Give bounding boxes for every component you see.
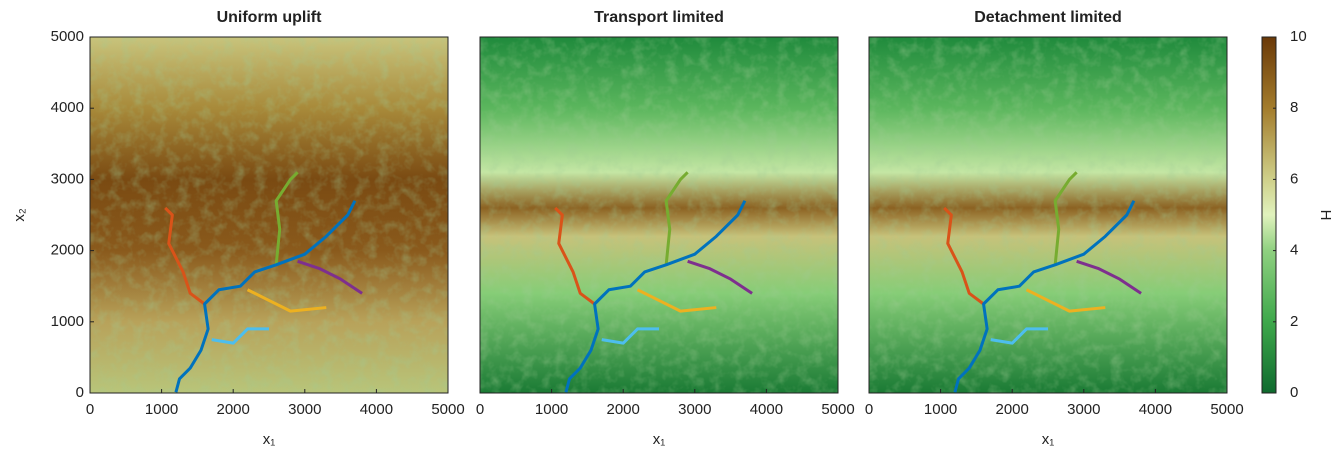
axes-box — [479, 36, 839, 394]
x-tick-label: 0 — [476, 401, 484, 418]
terrain-texture — [869, 37, 1227, 393]
colorbar — [1261, 36, 1277, 394]
panel-title: Uniform uplift — [217, 9, 323, 26]
colorbar-label: H — [1317, 210, 1334, 221]
y-axis-label: x₂ — [11, 208, 28, 222]
x-tick-label: 0 — [86, 401, 94, 418]
x-tick-label: 5000 — [821, 401, 854, 418]
x-tick-label: 2000 — [607, 401, 640, 418]
colorbar-tick-label: 6 — [1290, 170, 1298, 187]
colorbar-tick-label: 4 — [1290, 242, 1298, 259]
axes-box — [89, 36, 449, 394]
x-tick-label: 2000 — [217, 401, 250, 418]
x-tick-label: 1000 — [145, 401, 178, 418]
x-tick-label: 2000 — [996, 401, 1029, 418]
x-tick-label: 5000 — [1210, 401, 1243, 418]
y-tick-label: 4000 — [51, 99, 84, 116]
x-tick-label: 4000 — [1139, 401, 1172, 418]
colorbar-tick-label: 10 — [1290, 28, 1307, 45]
y-tick-label: 1000 — [51, 313, 84, 330]
axes-box — [868, 36, 1228, 394]
colorbar-tick-label: 2 — [1290, 313, 1298, 330]
x-tick-label: 1000 — [535, 401, 568, 418]
x-tick-label: 3000 — [678, 401, 711, 418]
y-tick-label: 5000 — [51, 28, 84, 45]
x-axis-label: x₁ — [1042, 431, 1055, 448]
x-tick-label: 3000 — [288, 401, 321, 418]
y-tick-label: 2000 — [51, 242, 84, 259]
x-axis-label: x₁ — [263, 431, 276, 448]
panel-title: Transport limited — [594, 9, 724, 26]
panel-title: Detachment limited — [974, 9, 1122, 26]
x-tick-label: 1000 — [924, 401, 957, 418]
x-tick-label: 0 — [865, 401, 873, 418]
y-tick-label: 0 — [76, 384, 84, 401]
terrain-texture — [480, 37, 838, 393]
x-tick-label: 3000 — [1067, 401, 1100, 418]
x-axis-label: x₁ — [653, 431, 666, 448]
terrain-texture — [90, 37, 448, 393]
colorbar-tick-label: 8 — [1290, 99, 1298, 116]
x-tick-label: 5000 — [431, 401, 464, 418]
colorbar-tick-label: 0 — [1290, 384, 1298, 401]
x-tick-label: 4000 — [360, 401, 393, 418]
y-tick-label: 3000 — [51, 170, 84, 187]
x-tick-label: 4000 — [750, 401, 783, 418]
